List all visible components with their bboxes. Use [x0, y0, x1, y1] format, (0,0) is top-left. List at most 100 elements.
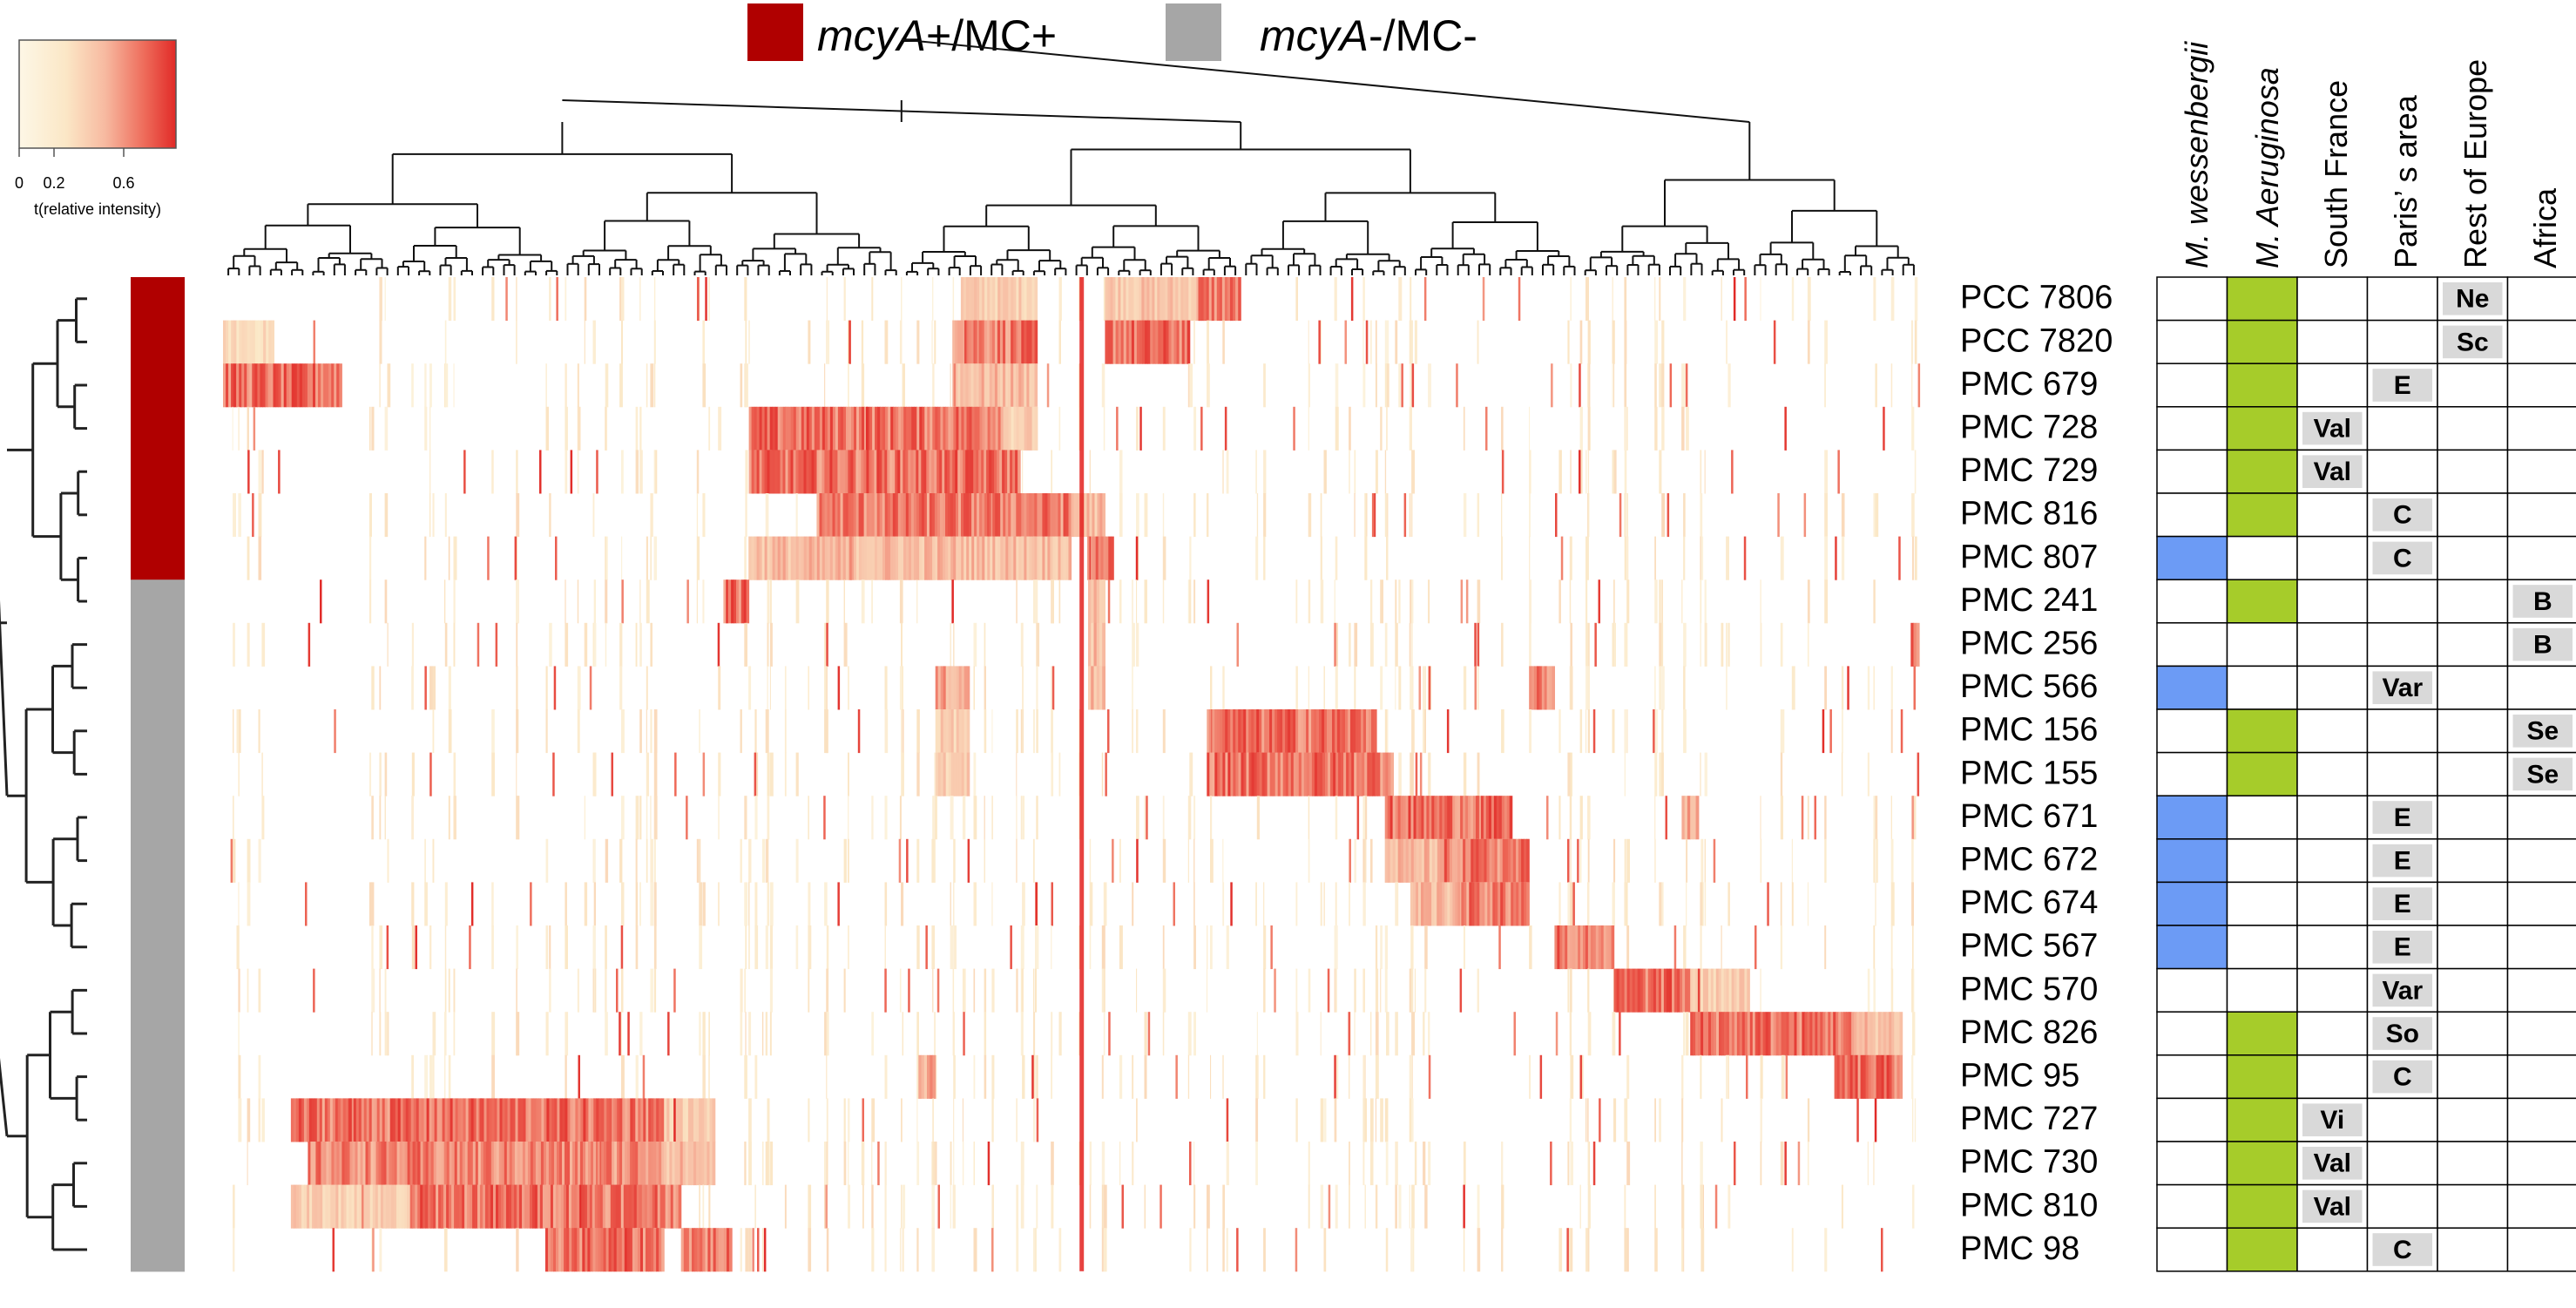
heatmap-cell	[1873, 277, 1876, 322]
heatmap-cell	[1335, 882, 1337, 926]
heatmap-cell	[632, 1228, 636, 1272]
heatmap-cell	[1743, 536, 1747, 580]
heatmap-cell	[1324, 709, 1328, 754]
heatmap-cell	[605, 925, 607, 970]
heatmap-cell	[320, 1184, 323, 1229]
heatmap-cell	[674, 752, 677, 796]
heatmap-cell	[635, 882, 639, 926]
heatmap-cell	[1092, 493, 1096, 538]
heatmap-cell	[453, 1012, 456, 1056]
heatmap-cell	[1734, 968, 1738, 1013]
heatmap-cell	[945, 493, 949, 538]
heatmap-row	[379, 277, 1918, 322]
heatmap-cell	[973, 450, 977, 494]
heatmap-cell	[257, 363, 260, 408]
heatmap-cell	[555, 536, 558, 580]
heatmap-cell	[1854, 1012, 1857, 1056]
mc-status-cell	[131, 1184, 185, 1229]
heatmap-cell	[1739, 1012, 1743, 1056]
heatmap-cell	[1457, 838, 1461, 883]
heatmap-cell	[1428, 666, 1431, 710]
heatmap-cell	[1700, 1228, 1705, 1272]
heatmap-cell	[1383, 752, 1386, 796]
heatmap-cell	[1388, 752, 1391, 796]
heatmap-cell	[1570, 968, 1572, 1013]
heatmap-cell	[480, 1184, 483, 1229]
heatmap-cell	[1613, 622, 1616, 667]
heatmap-cell	[532, 1184, 536, 1229]
heatmap-cell	[604, 1098, 607, 1142]
heatmap-cell	[961, 752, 965, 796]
heatmap-cell	[1529, 925, 1532, 970]
heatmap-cell	[1486, 838, 1491, 883]
heatmap-cell	[1390, 752, 1394, 796]
heatmap-cell	[825, 1184, 828, 1229]
heatmap-cell	[1797, 1142, 1801, 1186]
heatmap-cell	[1592, 925, 1597, 970]
heatmap-cell	[987, 493, 991, 538]
heatmap-cell	[1891, 1054, 1896, 1099]
heatmap-cell	[1626, 925, 1630, 970]
heatmap-cell	[491, 450, 494, 494]
heatmap-cell	[1362, 796, 1366, 840]
table-row	[2156, 535, 2576, 580]
heatmap-cell	[702, 1054, 706, 1099]
heatmap-cell	[835, 493, 839, 538]
heatmap-cell	[646, 363, 648, 408]
heatmap-cell	[1317, 752, 1321, 796]
heatmap-cell	[1624, 277, 1627, 322]
heatmap-cell	[516, 277, 517, 322]
heatmap-cell	[469, 925, 471, 970]
heatmap-cell	[1181, 320, 1186, 364]
heatmap-cell	[585, 1228, 588, 1272]
heatmap-cell	[424, 536, 427, 580]
heatmap-cell	[1654, 320, 1659, 364]
heatmap-cell	[765, 709, 769, 754]
heatmap-cell	[372, 1228, 375, 1272]
heatmap-cell	[625, 1184, 630, 1229]
heatmap-cell	[769, 1142, 774, 1186]
heatmap-cell	[1669, 968, 1673, 1013]
heatmap-cell	[880, 406, 883, 451]
heatmap-cell	[1526, 882, 1530, 926]
heatmap-cell	[785, 450, 789, 494]
heatmap-cell	[1682, 968, 1686, 1013]
heatmap-cell	[411, 1054, 414, 1099]
heatmap-cell	[1659, 277, 1661, 322]
heatmap-cell	[708, 277, 710, 322]
heatmap-cell	[610, 1184, 614, 1229]
heatmap-cell	[984, 363, 988, 408]
heatmap-cell	[826, 666, 828, 710]
heatmap-cell	[451, 1142, 456, 1186]
heatmap-cell	[850, 493, 855, 538]
heatmap-cell	[729, 1228, 733, 1272]
heatmap-cell	[1363, 709, 1367, 754]
heatmap-cell	[556, 277, 558, 322]
heatmap-cell	[1188, 277, 1192, 322]
heatmap-cell	[708, 1054, 710, 1099]
heatmap-cell	[1700, 450, 1702, 494]
heatmap-cell	[328, 363, 332, 408]
heatmap-cell	[950, 450, 953, 494]
heatmap-cell	[481, 1098, 485, 1142]
table-cell	[2226, 1183, 2298, 1229]
heatmap-cell	[1681, 796, 1686, 840]
heatmap-cell	[1807, 1012, 1810, 1056]
heatmap-cell	[962, 796, 966, 840]
table-cell	[2437, 751, 2509, 796]
heatmap-cell	[585, 1142, 589, 1186]
heatmap-cell	[1034, 536, 1038, 580]
heatmap-cell	[1531, 666, 1535, 710]
heatmap-cell	[533, 1098, 538, 1142]
heatmap-cell	[1842, 1054, 1846, 1099]
legend-swatch-mc-positive	[747, 3, 803, 61]
heatmap-cell	[591, 1142, 594, 1186]
heatmap-cell	[1875, 493, 1879, 538]
heatmap-cell	[1424, 709, 1426, 754]
heatmap-cell	[626, 1228, 631, 1272]
heatmap-cell	[814, 450, 818, 494]
heatmap-cell	[960, 277, 964, 322]
heatmap-cell	[1478, 838, 1482, 883]
heatmap-cell	[1518, 277, 1521, 322]
heatmap-cell	[1033, 1098, 1036, 1142]
